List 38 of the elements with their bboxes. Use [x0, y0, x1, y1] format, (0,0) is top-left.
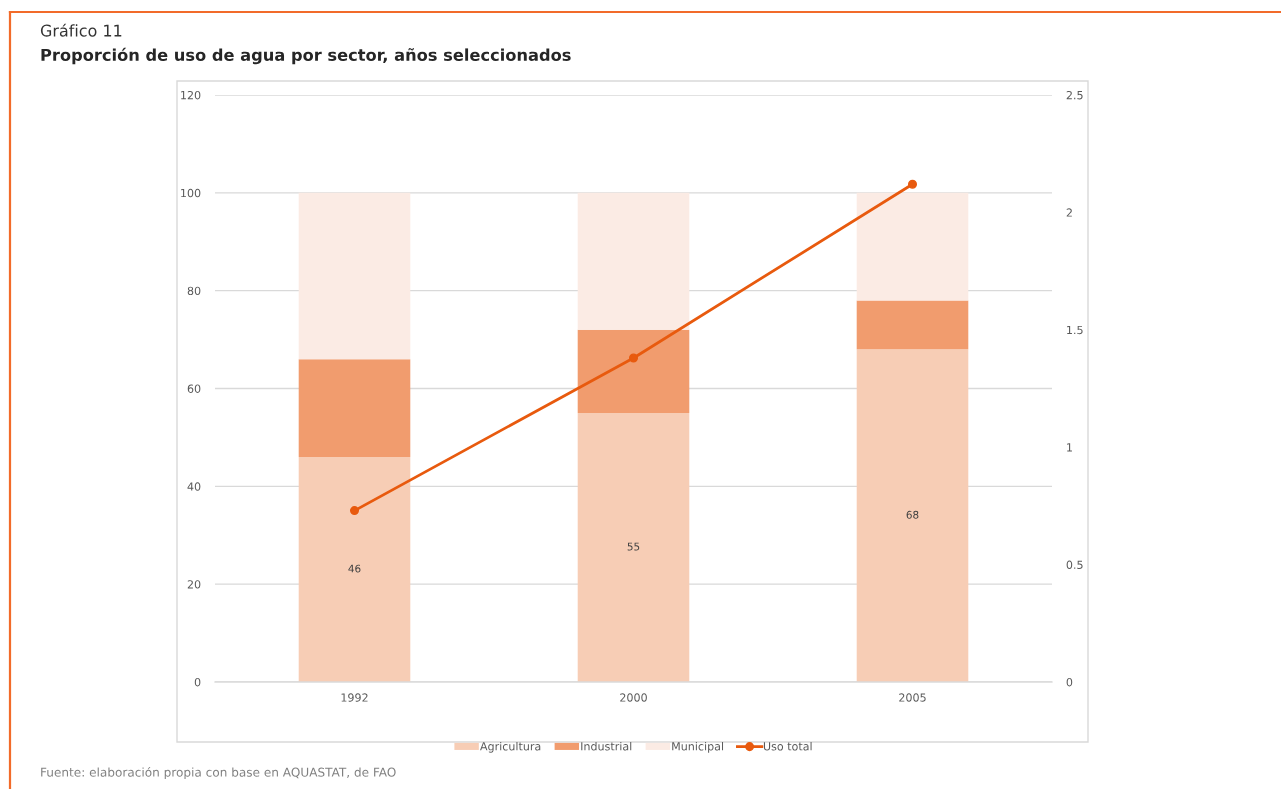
- bar: [298, 359, 411, 457]
- y-tick-label: 80: [187, 286, 201, 296]
- y-tick-label: 100: [181, 188, 201, 198]
- bar: [577, 192, 690, 330]
- data-label: 68: [906, 510, 919, 519]
- y2-tick-label: 2.5: [1066, 90, 1083, 100]
- text: Gráfico 11: [40, 23, 122, 37]
- point: [628, 353, 639, 363]
- legend-label: Agricultura: [480, 741, 541, 753]
- y2-tick-label: 1.5: [1067, 325, 1083, 335]
- y-tick-label: 40: [187, 482, 201, 491]
- bar: [856, 300, 969, 350]
- bar: [856, 349, 969, 682]
- bar: [856, 192, 969, 301]
- y-tick-label: 0: [194, 677, 201, 687]
- y2-tick-label: 0: [1066, 677, 1073, 687]
- bar: [577, 329, 690, 413]
- bar: [577, 412, 690, 682]
- y-tick-label: 60: [187, 384, 201, 393]
- legend-label: Municipal: [672, 741, 724, 753]
- source-note: Fuente: elaboración propia con base en AQUASTAT, de FAO: [41, 766, 396, 780]
- x-tick-label: 1992: [341, 693, 368, 702]
- y2-tick-label: 0.5: [1066, 560, 1083, 569]
- legend-label: Uso total: [763, 741, 812, 751]
- data-label: 46: [348, 564, 361, 573]
- data-label: 55: [627, 542, 640, 551]
- y2-tick-label: 1: [1067, 443, 1072, 452]
- point: [349, 506, 360, 516]
- x-tick-label: 2005: [899, 693, 926, 702]
- y-tick-label: 120: [181, 90, 201, 100]
- x-tick-label: 2000: [620, 693, 647, 702]
- y-tick-label: 20: [187, 580, 201, 589]
- chart-title: Proporción de uso de agua por sector, años seleccionados: [41, 47, 571, 65]
- bar: [298, 192, 411, 360]
- legend-label: Industrial: [581, 741, 632, 751]
- bar: [298, 456, 411, 682]
- point: [907, 179, 918, 189]
- y2-tick-label: 2: [1066, 208, 1072, 217]
